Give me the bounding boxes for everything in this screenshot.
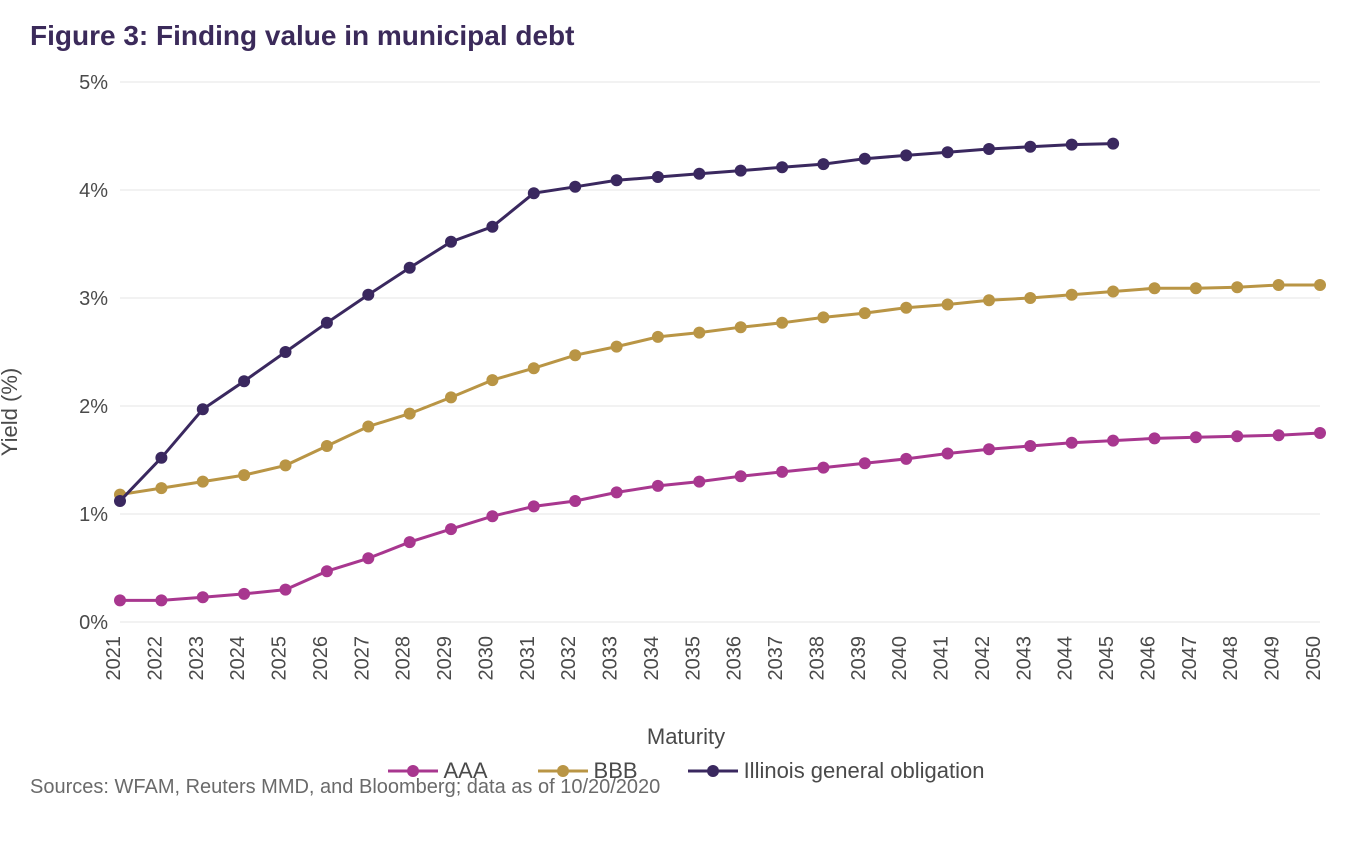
svg-text:2036: 2036 [724, 636, 746, 681]
legend-label: BBB [594, 758, 638, 784]
svg-text:2026: 2026 [310, 636, 332, 681]
svg-text:2048: 2048 [1220, 636, 1242, 681]
legend: AAA BBB Illinois general obligation [30, 758, 1342, 784]
legend-swatch-aaa [388, 761, 438, 781]
svg-text:2044: 2044 [1055, 636, 1077, 681]
svg-text:2035: 2035 [682, 636, 704, 681]
svg-text:2030: 2030 [475, 636, 497, 681]
chart-title: Figure 3: Finding value in municipal deb… [30, 20, 1342, 52]
svg-text:2043: 2043 [1013, 636, 1035, 681]
y-axis-label: Yield (%) [0, 368, 23, 456]
chart-area: Yield (%) 0%1%2%3%4%5%202120222023202420… [30, 62, 1342, 762]
svg-text:3%: 3% [79, 288, 108, 310]
svg-text:4%: 4% [79, 180, 108, 202]
svg-text:2031: 2031 [517, 636, 539, 681]
legend-item-bbb: BBB [538, 758, 638, 784]
svg-text:2024: 2024 [227, 636, 249, 681]
svg-text:2022: 2022 [144, 636, 166, 681]
svg-text:2028: 2028 [393, 636, 415, 681]
chart-svg: 0% 1% 2% 3% 4% 5% 2021 2022 2023 2024 2025 2026 2027… [30, 62, 1342, 722]
svg-text:2046: 2046 [1137, 636, 1159, 681]
svg-text:2049: 2049 [1262, 636, 1284, 681]
svg-text:2033: 2033 [600, 636, 622, 681]
svg-text:1%: 1% [79, 504, 108, 526]
svg-text:2021: 2021 [103, 636, 125, 681]
svg-text:2038: 2038 [806, 636, 828, 681]
svg-text:2040: 2040 [889, 636, 911, 681]
legend-item-illinois: Illinois general obligation [688, 758, 985, 784]
legend-dot [407, 765, 419, 777]
svg-text:0%: 0% [79, 612, 108, 634]
svg-text:2034: 2034 [641, 636, 663, 681]
svg-text:2047: 2047 [1179, 636, 1201, 681]
legend-swatch-illinois [688, 761, 738, 781]
svg-text:2042: 2042 [972, 636, 994, 681]
svg-text:2%: 2% [79, 396, 108, 418]
svg-text:2032: 2032 [558, 636, 580, 681]
legend-label: Illinois general obligation [744, 758, 985, 784]
svg-text:2029: 2029 [434, 636, 456, 681]
svg-text:5%: 5% [79, 72, 108, 94]
legend-item-aaa: AAA [388, 758, 488, 784]
svg-text:2041: 2041 [931, 636, 953, 681]
svg-text:2045: 2045 [1096, 636, 1118, 681]
svg-text:2027: 2027 [351, 636, 373, 681]
svg-text:2023: 2023 [186, 636, 208, 681]
legend-swatch-bbb [538, 761, 588, 781]
figure-container: Figure 3: Finding value in municipal deb… [0, 0, 1372, 868]
legend-label: AAA [444, 758, 488, 784]
legend-dot [557, 765, 569, 777]
svg-text:2050: 2050 [1303, 636, 1325, 681]
svg-text:2025: 2025 [269, 636, 291, 681]
legend-dot [707, 765, 719, 777]
x-axis-label: Maturity [30, 724, 1342, 750]
svg-text:2037: 2037 [765, 636, 787, 681]
svg-text:2039: 2039 [848, 636, 870, 681]
